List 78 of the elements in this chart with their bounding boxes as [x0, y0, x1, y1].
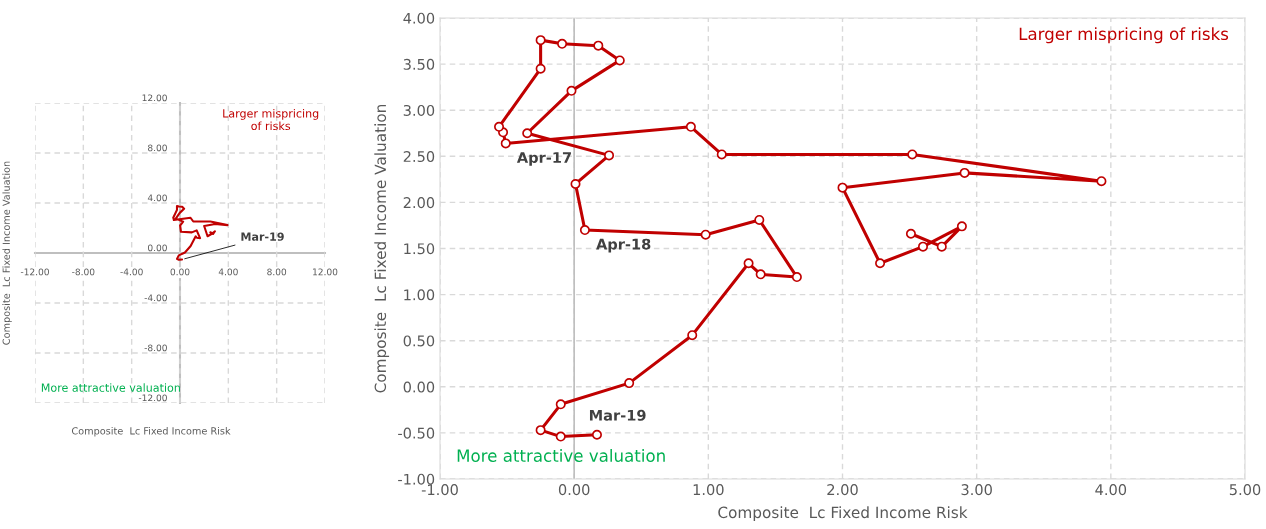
- point: [557, 38, 568, 49]
- point: [500, 138, 511, 149]
- y-tick-label: 1.50: [404, 243, 435, 255]
- x-tick-label: 8.00: [267, 268, 287, 276]
- x-tick-label: -8.00: [72, 268, 95, 276]
- x-tick-label: 0.00: [558, 484, 590, 496]
- point: [604, 150, 615, 161]
- annotation: Larger mispricing of risks: [223, 109, 319, 131]
- y-tick-label: 12.00: [142, 94, 167, 102]
- annotation: Mar-19: [589, 409, 646, 421]
- point: [936, 241, 947, 252]
- point: [875, 258, 886, 269]
- x-tick-label: 2.00: [827, 484, 858, 496]
- point: [956, 221, 967, 232]
- x-tick-label: -1.00: [421, 484, 458, 496]
- point: [907, 149, 918, 160]
- annotation: Apr-18: [596, 238, 651, 253]
- point: [837, 182, 848, 193]
- x-axis-title: Composite Lc Fixed Income Risk: [71, 427, 231, 437]
- x-tick-label: 4.00: [218, 268, 238, 276]
- x-tick-label: 3.00: [961, 484, 992, 496]
- point: [905, 228, 916, 239]
- point: [716, 149, 727, 160]
- x-tick-label: 12.00: [313, 268, 338, 276]
- y-tick-label: 3.00: [403, 104, 435, 116]
- point: [1096, 176, 1107, 187]
- x-tick-label: -4.00: [120, 268, 143, 276]
- y-axis-title: Composite Lc Fixed Income Valuation: [374, 104, 390, 393]
- x-tick-label: 0.00: [170, 268, 190, 276]
- point: [579, 225, 590, 236]
- y-tick-label: -8.00: [144, 344, 167, 352]
- y-tick-label: -1.00: [398, 473, 435, 485]
- x-tick-label: 1.00: [693, 484, 724, 496]
- point: [522, 128, 533, 139]
- point: [791, 272, 802, 283]
- point: [743, 258, 754, 269]
- point: [687, 330, 698, 341]
- point: [700, 229, 711, 240]
- y-tick-label: 4.00: [403, 12, 435, 24]
- point: [959, 167, 970, 178]
- x-tick-label: 4.00: [1095, 484, 1127, 496]
- y-axis-title: Composite Lc Fixed Income Valuation: [2, 161, 12, 345]
- y-tick-label: -4.00: [144, 294, 167, 302]
- annotation: Apr-17: [516, 152, 571, 166]
- annotation: More attractive valuation: [41, 383, 180, 392]
- point: [685, 121, 696, 132]
- y-tick-label: 2.00: [403, 197, 435, 209]
- y-tick-label: -0.50: [398, 427, 435, 439]
- x-tick-label: -12.00: [20, 268, 49, 276]
- y-tick-label: 4.00: [147, 194, 167, 202]
- point: [494, 121, 505, 132]
- x-tick-label: 5.00: [1229, 484, 1261, 496]
- annotation: More attractive valuation: [457, 449, 665, 462]
- point: [535, 63, 546, 74]
- y-tick-label: 0.00: [147, 244, 167, 252]
- x-axis-title: Composite Lc Fixed Income Risk: [718, 506, 968, 522]
- point: [754, 214, 765, 225]
- point: [591, 429, 602, 440]
- point: [593, 40, 604, 51]
- point: [555, 399, 566, 410]
- point: [535, 425, 546, 436]
- y-tick-label: -12.00: [138, 394, 167, 402]
- point: [614, 55, 625, 66]
- y-tick-label: 8.00: [148, 144, 167, 152]
- y-tick-label: 1.00: [404, 289, 435, 301]
- point: [566, 85, 577, 96]
- y-tick-label: 2.50: [403, 151, 435, 163]
- annotation: Larger mispricing of risks: [1019, 27, 1229, 44]
- y-tick-label: 3.50: [403, 58, 435, 70]
- y-tick-label: 0.50: [403, 335, 435, 347]
- point: [624, 378, 635, 389]
- annotation: Mar-19: [241, 232, 284, 241]
- point: [535, 35, 546, 46]
- y-tick-label: 0.00: [403, 381, 435, 393]
- point: [570, 178, 581, 189]
- point: [917, 241, 929, 252]
- point: [555, 431, 566, 442]
- point: [755, 269, 766, 280]
